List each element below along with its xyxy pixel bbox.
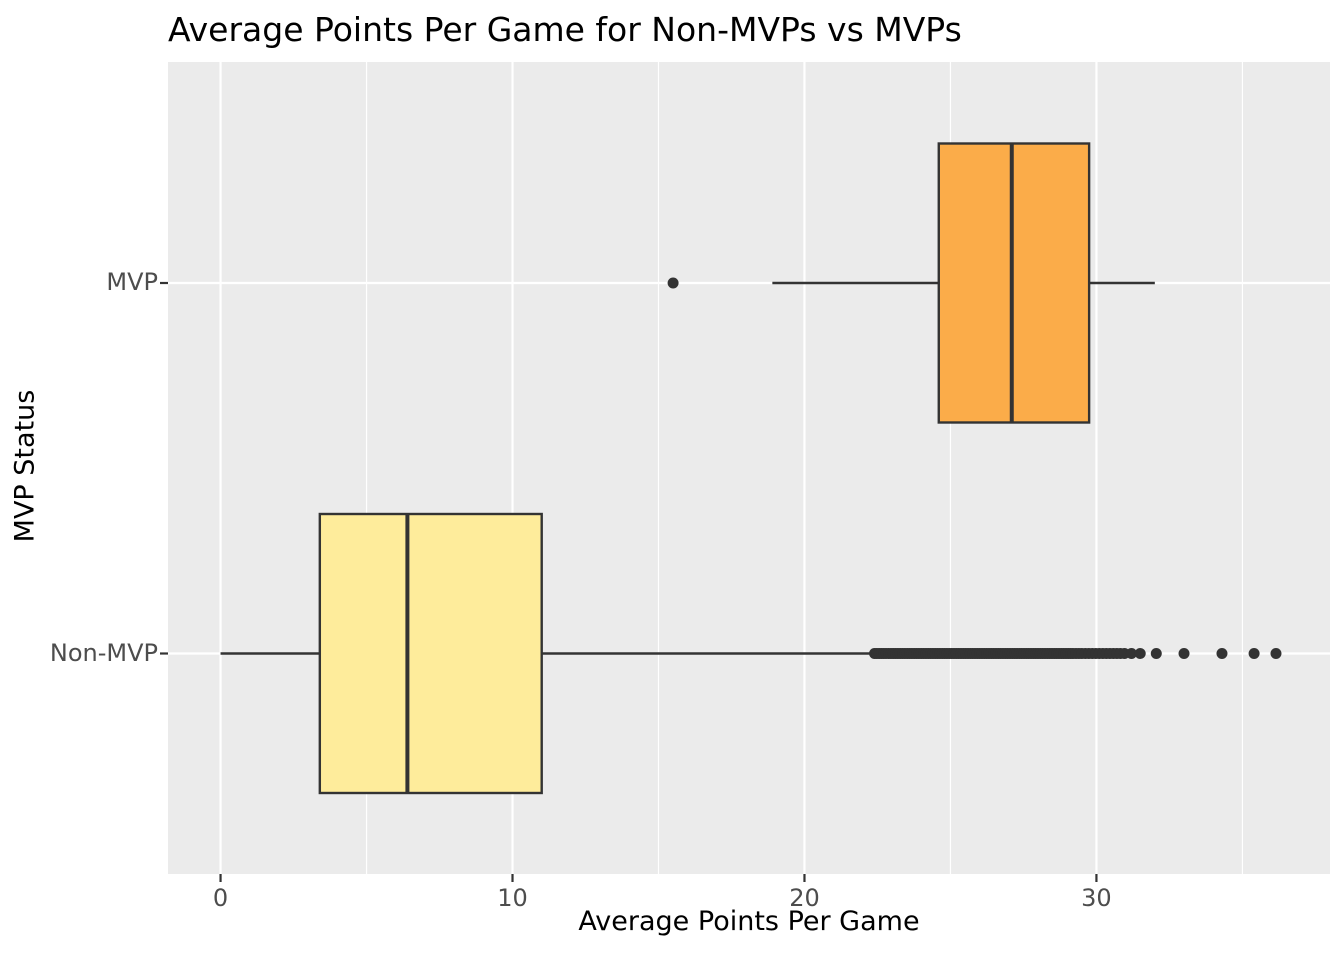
outlier-dot-non-mvp (1150, 648, 1162, 659)
outlier-dot-non-mvp (1248, 648, 1260, 659)
box-mvp (937, 142, 1091, 424)
x-tick-label: 10 (497, 884, 528, 912)
y-axis-title: MVP Status (9, 389, 41, 543)
x-tick-label: 0 (212, 884, 229, 912)
outlier-dot-non-mvp (1134, 648, 1146, 659)
outlier-dot-mvp (667, 277, 679, 289)
chart-title: Average Points Per Game for Non-MVPs vs … (168, 10, 962, 49)
y-category-label: Non-MVP (49, 638, 158, 667)
x-tick-label: 20 (789, 884, 820, 912)
x-axis-title: Average Points Per Game (578, 906, 920, 937)
outlier-dot-non-mvp (1270, 648, 1282, 659)
box-non-mvp (318, 512, 543, 795)
outlier-dot-non-mvp (1125, 648, 1137, 659)
outlier-dot-non-mvp (1178, 648, 1190, 659)
x-tick-label: 30 (1081, 884, 1112, 912)
y-category-label: MVP (106, 268, 158, 296)
outlier-dot-non-mvp (1216, 648, 1228, 659)
